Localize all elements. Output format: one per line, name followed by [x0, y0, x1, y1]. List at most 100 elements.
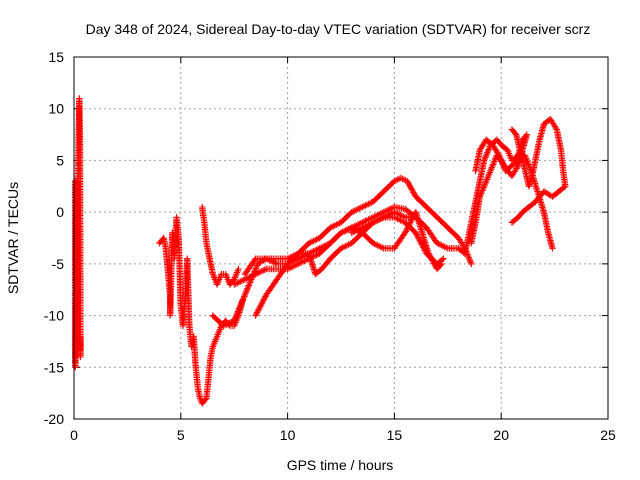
data-point — [246, 280, 253, 288]
data-point — [525, 161, 532, 168]
data-point — [343, 242, 351, 249]
data-point — [443, 244, 450, 251]
data-point — [311, 252, 319, 259]
data-point — [360, 203, 368, 210]
data-point — [247, 273, 255, 280]
data-point — [231, 317, 238, 324]
data-point — [243, 287, 250, 294]
data-point — [508, 126, 516, 133]
data-point — [391, 214, 398, 221]
y-tick-label: 10 — [48, 101, 64, 117]
data-point — [437, 241, 444, 248]
data-point — [371, 240, 378, 248]
data-point — [353, 227, 360, 234]
data-point — [359, 203, 366, 211]
data-point — [255, 269, 262, 276]
data-point — [261, 294, 268, 301]
data-point — [479, 185, 487, 193]
data-point — [232, 314, 239, 321]
data-point — [313, 236, 320, 243]
data-point — [270, 259, 278, 266]
data-point — [362, 223, 369, 230]
data-point — [366, 220, 374, 228]
data-point — [249, 272, 256, 279]
data-point — [484, 147, 492, 155]
data-point — [256, 305, 263, 312]
data-point — [258, 268, 265, 275]
data-point — [308, 254, 316, 261]
data-point — [255, 306, 262, 313]
data-point — [340, 243, 348, 251]
data-point — [240, 294, 247, 302]
data-point — [224, 320, 232, 327]
data-point — [408, 186, 416, 193]
x-ticks: 0 5 10 15 20 25 — [70, 57, 616, 443]
data-point — [266, 257, 273, 264]
data-point — [482, 179, 489, 186]
data-point — [296, 259, 303, 267]
y-ticks: -20 -15 -10 -5 0 5 10 15 — [44, 49, 608, 427]
data-point — [290, 262, 297, 270]
data-point — [350, 228, 357, 236]
data-point — [253, 309, 261, 316]
data-point — [261, 266, 268, 273]
data-point — [416, 237, 423, 244]
data-point — [497, 155, 504, 162]
data-point — [260, 296, 268, 303]
x-tick-label: 25 — [600, 427, 616, 443]
data-point — [413, 231, 420, 238]
data-point — [242, 290, 249, 297]
y-tick-label: -20 — [44, 411, 64, 427]
y-tick-label: -15 — [44, 359, 64, 375]
data-point — [489, 161, 497, 168]
data-point — [237, 302, 244, 309]
data-point — [299, 258, 307, 265]
data-point — [438, 242, 445, 249]
data-point — [244, 283, 252, 291]
y-tick-label: -10 — [44, 308, 64, 324]
y-tick-label: -5 — [52, 256, 65, 272]
data-point — [377, 243, 384, 251]
data-point — [499, 161, 507, 168]
x-tick-label: 0 — [70, 427, 78, 443]
data-point — [284, 265, 291, 273]
data-point — [356, 225, 363, 233]
data-point — [260, 267, 267, 274]
data-point — [354, 226, 361, 234]
data-point — [289, 263, 296, 270]
data-point — [305, 255, 313, 262]
x-axis-label: GPS time / hours — [287, 457, 394, 473]
data-point — [377, 215, 384, 222]
data-point — [353, 206, 360, 214]
data-point — [354, 206, 361, 213]
data-point — [379, 244, 386, 251]
data-point — [234, 308, 242, 315]
data-point — [405, 180, 412, 188]
data-point — [421, 245, 428, 253]
data-point — [333, 221, 340, 228]
data-point — [330, 223, 337, 230]
data-point — [478, 188, 485, 196]
y-tick-label: 0 — [56, 204, 64, 220]
data-point — [477, 191, 484, 199]
grid-lines — [74, 57, 608, 419]
data-point — [202, 396, 209, 403]
data-point — [397, 217, 404, 224]
chart-title: Day 348 of 2024, Sidereal Day-to-day VTE… — [86, 21, 591, 37]
data-point — [342, 227, 349, 234]
data-point — [368, 220, 375, 227]
data-point — [307, 239, 314, 246]
data-point — [272, 259, 279, 267]
data-point — [293, 261, 300, 268]
data-point — [403, 226, 410, 234]
data-point — [253, 270, 261, 277]
data-point — [348, 229, 355, 236]
data-point — [234, 279, 241, 287]
data-point — [301, 257, 308, 265]
data-point — [401, 229, 409, 236]
x-tick-label: 15 — [387, 427, 403, 443]
data-point — [498, 158, 505, 165]
data-point — [343, 226, 351, 234]
data-point — [302, 257, 310, 264]
